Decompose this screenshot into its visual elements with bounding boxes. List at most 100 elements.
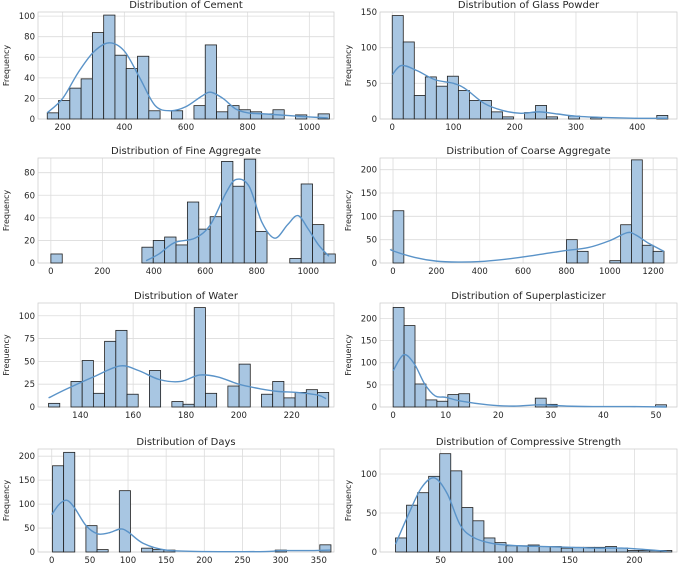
x-tick-label: 400 bbox=[116, 123, 132, 133]
histogram-bar bbox=[141, 547, 154, 553]
y-tick-label: 60 bbox=[24, 191, 35, 201]
histogram-bar bbox=[428, 475, 441, 553]
subplot-title: Distribution of Fine Aggregate bbox=[111, 146, 261, 157]
subplot-title: Distribution of Coarse Aggregate bbox=[446, 146, 610, 157]
y-tick-label: 100 bbox=[361, 359, 377, 369]
histogram-bar bbox=[46, 112, 59, 120]
histogram-bar bbox=[85, 525, 98, 553]
histogram-bar bbox=[483, 537, 496, 553]
subplot-title: Distribution of Days bbox=[136, 437, 235, 448]
histogram-bar bbox=[566, 239, 578, 264]
x-tick-label: 180 bbox=[178, 411, 194, 421]
histogram-bar bbox=[149, 370, 162, 408]
subplot-2: 0 100 200 300 400 0 50 100 150 Distribution of Gl… bbox=[344, 0, 678, 133]
kde-curve bbox=[389, 231, 665, 263]
y-tick-label: 150 bbox=[361, 337, 377, 347]
histogram-bar bbox=[425, 399, 438, 408]
x-tick-label: 800 bbox=[240, 123, 256, 133]
x-tick-label: 400 bbox=[472, 267, 488, 277]
histogram-bar bbox=[204, 44, 217, 120]
y-tick-label: 150 bbox=[361, 8, 377, 18]
histogram-bar bbox=[305, 389, 318, 408]
y-tick-label: 200 bbox=[19, 452, 35, 462]
kde-curve bbox=[48, 365, 327, 400]
y-tick-label: 80 bbox=[24, 33, 35, 43]
x-tick-label: 0 bbox=[390, 411, 395, 421]
x-tick-label: 20 bbox=[493, 411, 504, 421]
histogram-bar bbox=[216, 111, 229, 120]
x-tick-label: 0 bbox=[49, 556, 54, 565]
histogram-bar bbox=[317, 392, 330, 408]
y-tick-label: 150 bbox=[361, 189, 377, 199]
y-tick-label: 50 bbox=[24, 524, 35, 534]
histogram-bar bbox=[652, 250, 665, 264]
histogram-bar bbox=[414, 383, 427, 408]
histogram-bar bbox=[232, 185, 245, 264]
histogram-bar bbox=[170, 110, 184, 120]
histogram-bar bbox=[319, 544, 332, 553]
x-tick-label: 1200 bbox=[642, 267, 664, 277]
x-tick-label: 30 bbox=[545, 411, 556, 421]
y-tick-label: 50 bbox=[366, 509, 377, 519]
histogram-bar bbox=[80, 78, 93, 120]
y-tick-label: 60 bbox=[24, 53, 35, 63]
y-tick-label: 100 bbox=[19, 500, 35, 510]
y-tick-label: 0 bbox=[372, 548, 377, 558]
y-tick-label: 50 bbox=[366, 79, 377, 89]
y-tick-label: 40 bbox=[24, 74, 35, 84]
histogram-bar bbox=[125, 68, 138, 120]
histogram-bar bbox=[70, 381, 83, 408]
y-axis-label: Frequency bbox=[344, 190, 353, 232]
histogram-bar bbox=[402, 41, 415, 120]
y-tick-label: 50 bbox=[366, 381, 377, 391]
plot-frame bbox=[37, 11, 335, 120]
y-tick-label: 80 bbox=[24, 169, 35, 179]
x-tick-label: 1000 bbox=[299, 123, 321, 133]
histogram-bar bbox=[69, 87, 82, 120]
y-tick-label: 100 bbox=[19, 312, 35, 322]
histogram-bar bbox=[48, 402, 61, 408]
y-tick-label: 0 bbox=[372, 115, 377, 125]
histogram-bar bbox=[403, 325, 416, 408]
plot-frame bbox=[37, 448, 335, 553]
y-tick-label: 20 bbox=[24, 94, 35, 104]
subplot-title: Distribution of Water bbox=[134, 291, 239, 302]
histogram-bar bbox=[424, 76, 437, 120]
y-tick-label: 150 bbox=[19, 476, 35, 486]
histogram-bar bbox=[576, 250, 589, 264]
histogram-bar bbox=[255, 230, 268, 264]
kde-curve bbox=[51, 499, 331, 553]
x-tick-label: 600 bbox=[197, 267, 213, 277]
x-tick-label: 250 bbox=[234, 556, 250, 565]
histogram-bar bbox=[137, 55, 150, 120]
histogram-bar bbox=[300, 183, 313, 264]
histogram-bar bbox=[406, 504, 419, 553]
histogram-bar bbox=[114, 54, 127, 120]
y-tick-label: 0 bbox=[30, 548, 35, 558]
histogram-bar bbox=[104, 340, 117, 408]
y-tick-label: 75 bbox=[24, 335, 35, 345]
histogram-bar bbox=[502, 116, 514, 120]
y-tick-label: 0 bbox=[30, 403, 35, 413]
subplot-4: 0 200 400 600 800 1000 1200 0 50 100 150 200 Distrib… bbox=[344, 146, 678, 277]
y-axis-label: Frequency bbox=[2, 480, 11, 522]
histogram-bar bbox=[81, 360, 94, 408]
histogram-bar bbox=[641, 244, 654, 264]
x-tick-label: 100 bbox=[497, 556, 513, 565]
x-tick-label: 160 bbox=[125, 411, 141, 421]
x-tick-label: 200 bbox=[94, 267, 110, 277]
x-tick-label: 200 bbox=[626, 556, 642, 565]
histogram-bar bbox=[505, 545, 518, 553]
histogram-bar bbox=[126, 393, 139, 408]
histogram-bar bbox=[171, 401, 184, 408]
histogram-bar bbox=[638, 550, 651, 553]
y-axis-label: Frequency bbox=[344, 480, 353, 522]
x-tick-label: 50 bbox=[84, 556, 95, 565]
y-tick-label: 20 bbox=[24, 236, 35, 246]
subplot-7: 0 50 100 150 200 250 300 350 0 50 100 150 200 Distrib… bbox=[2, 437, 335, 565]
histogram-bar bbox=[118, 490, 131, 553]
histogram-bar bbox=[182, 403, 195, 408]
histogram-bar bbox=[58, 100, 71, 120]
y-tick-label: 200 bbox=[361, 314, 377, 324]
